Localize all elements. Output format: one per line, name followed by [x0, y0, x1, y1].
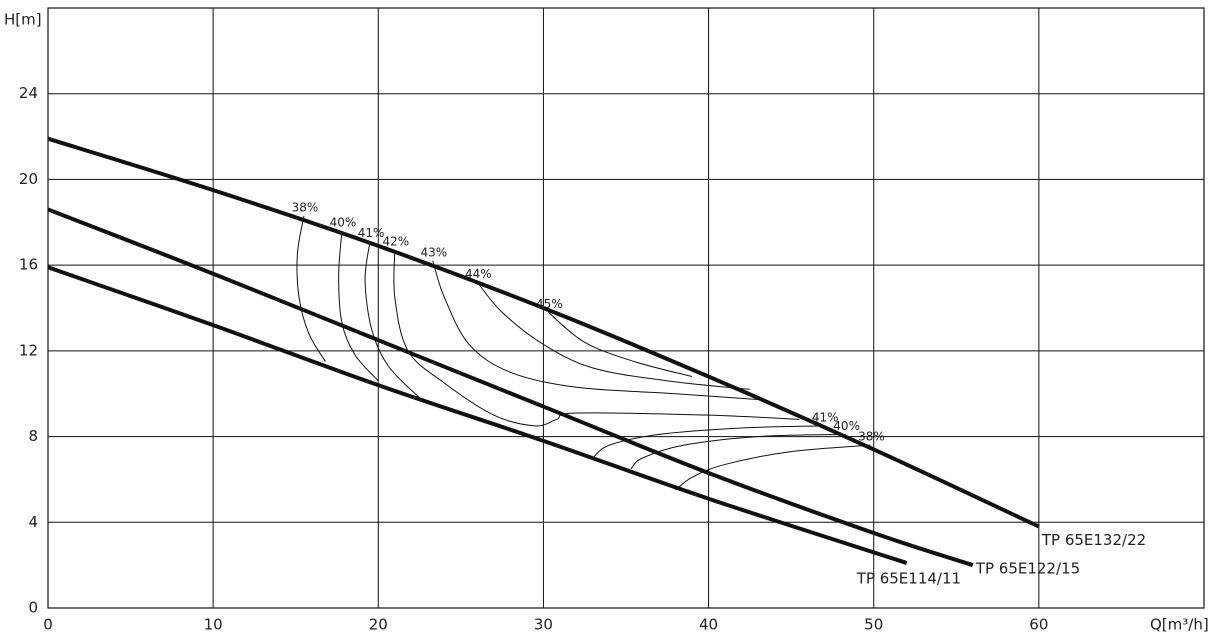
y-tick-label: 20	[19, 170, 38, 188]
series-label: TP 65E132/22	[1041, 531, 1146, 549]
efficiency-curve	[364, 241, 420, 399]
pump-curve	[47, 207, 974, 568]
efficiency-curve	[675, 444, 871, 491]
efficiency-label: 40%	[330, 215, 357, 229]
efficiency-label: 43%	[420, 245, 447, 259]
efficiency-label: 42%	[382, 235, 409, 249]
efficiency-curve	[338, 230, 379, 382]
efficiency-label: 38%	[858, 430, 885, 444]
efficiency-curve	[592, 425, 825, 459]
efficiency-curve	[296, 215, 326, 362]
efficiency-label: 41%	[812, 410, 839, 424]
efficiency-label: 40%	[833, 419, 860, 433]
efficiency-label: 44%	[465, 267, 492, 281]
y-axis-label: H[m]	[4, 11, 42, 29]
y-tick-label: 16	[19, 256, 38, 274]
efficiency-curve	[432, 260, 767, 401]
y-tick-label: 12	[19, 341, 38, 359]
x-tick-label: 50	[864, 616, 883, 634]
efficiency-curve	[393, 250, 800, 427]
efficiency-label: 38%	[292, 200, 319, 214]
x-tick-label: 40	[699, 616, 718, 634]
y-tick-label: 4	[28, 513, 38, 531]
x-axis-label: Q[m³/h]	[1150, 616, 1209, 634]
pump-curve	[47, 136, 1040, 529]
efficiency-label: 41%	[358, 226, 385, 240]
y-tick-label: 24	[19, 84, 38, 102]
x-tick-label: 10	[204, 616, 223, 634]
series-label: TP 65E114/11	[856, 570, 961, 588]
x-tick-label: 30	[534, 616, 553, 634]
y-tick-label: 8	[28, 427, 38, 445]
plot-frame	[47, 7, 1205, 609]
x-tick-label: 0	[43, 616, 53, 634]
x-tick-label: 60	[1029, 616, 1048, 634]
series-label: TP 65E122/15	[975, 560, 1080, 578]
efficiency-curve	[548, 311, 693, 378]
efficiency-curve	[630, 433, 846, 470]
efficiency-curve	[476, 281, 750, 390]
x-tick-label: 20	[369, 616, 388, 634]
y-tick-label: 0	[28, 599, 38, 617]
pump-curve	[47, 265, 908, 565]
